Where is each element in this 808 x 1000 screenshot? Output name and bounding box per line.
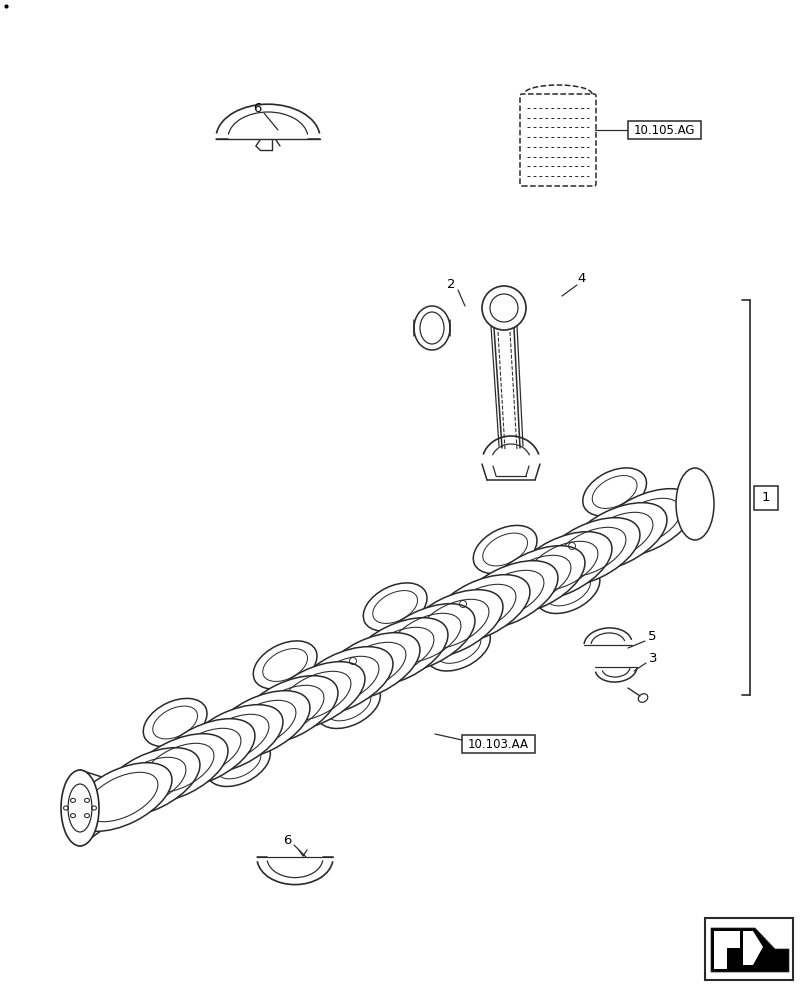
Ellipse shape xyxy=(473,525,537,574)
Text: 6: 6 xyxy=(283,834,291,846)
Ellipse shape xyxy=(200,729,216,765)
Ellipse shape xyxy=(183,705,283,773)
Text: 3: 3 xyxy=(649,652,657,664)
Ellipse shape xyxy=(364,647,380,683)
Ellipse shape xyxy=(595,489,695,557)
FancyBboxPatch shape xyxy=(462,735,535,753)
Ellipse shape xyxy=(265,662,365,730)
Ellipse shape xyxy=(317,680,381,728)
Ellipse shape xyxy=(473,593,489,629)
Ellipse shape xyxy=(72,763,172,831)
Ellipse shape xyxy=(540,518,640,586)
Text: 1: 1 xyxy=(762,491,770,504)
Ellipse shape xyxy=(348,618,448,686)
Ellipse shape xyxy=(210,691,310,759)
Ellipse shape xyxy=(512,532,612,600)
Ellipse shape xyxy=(238,676,338,744)
Ellipse shape xyxy=(430,575,530,643)
Bar xyxy=(705,918,793,980)
Ellipse shape xyxy=(100,748,200,816)
Ellipse shape xyxy=(207,738,271,786)
Text: 10.103.AA: 10.103.AA xyxy=(468,738,529,750)
Ellipse shape xyxy=(583,468,646,516)
Polygon shape xyxy=(714,931,740,969)
Ellipse shape xyxy=(143,698,207,747)
Ellipse shape xyxy=(128,734,228,802)
FancyBboxPatch shape xyxy=(628,121,701,139)
Ellipse shape xyxy=(253,641,317,689)
Ellipse shape xyxy=(293,647,393,715)
Ellipse shape xyxy=(485,546,585,614)
Ellipse shape xyxy=(458,561,558,629)
Ellipse shape xyxy=(255,702,271,738)
Text: 10.105.AG: 10.105.AG xyxy=(633,123,695,136)
Text: 4: 4 xyxy=(578,272,586,286)
FancyBboxPatch shape xyxy=(754,486,778,510)
Ellipse shape xyxy=(310,674,326,710)
Ellipse shape xyxy=(427,623,490,671)
Text: 6: 6 xyxy=(253,102,261,114)
Ellipse shape xyxy=(419,620,435,656)
Ellipse shape xyxy=(676,468,714,540)
Ellipse shape xyxy=(61,770,99,846)
Ellipse shape xyxy=(375,604,475,672)
Text: 2: 2 xyxy=(447,278,455,292)
Ellipse shape xyxy=(144,756,160,792)
Ellipse shape xyxy=(155,719,255,787)
Text: 5: 5 xyxy=(648,630,656,643)
Ellipse shape xyxy=(403,590,503,658)
Ellipse shape xyxy=(583,538,599,574)
Ellipse shape xyxy=(528,565,544,601)
Ellipse shape xyxy=(364,583,427,631)
Polygon shape xyxy=(743,931,763,965)
Ellipse shape xyxy=(320,633,420,701)
Polygon shape xyxy=(711,928,789,972)
Ellipse shape xyxy=(567,503,667,571)
Ellipse shape xyxy=(638,510,654,546)
Ellipse shape xyxy=(537,565,600,613)
